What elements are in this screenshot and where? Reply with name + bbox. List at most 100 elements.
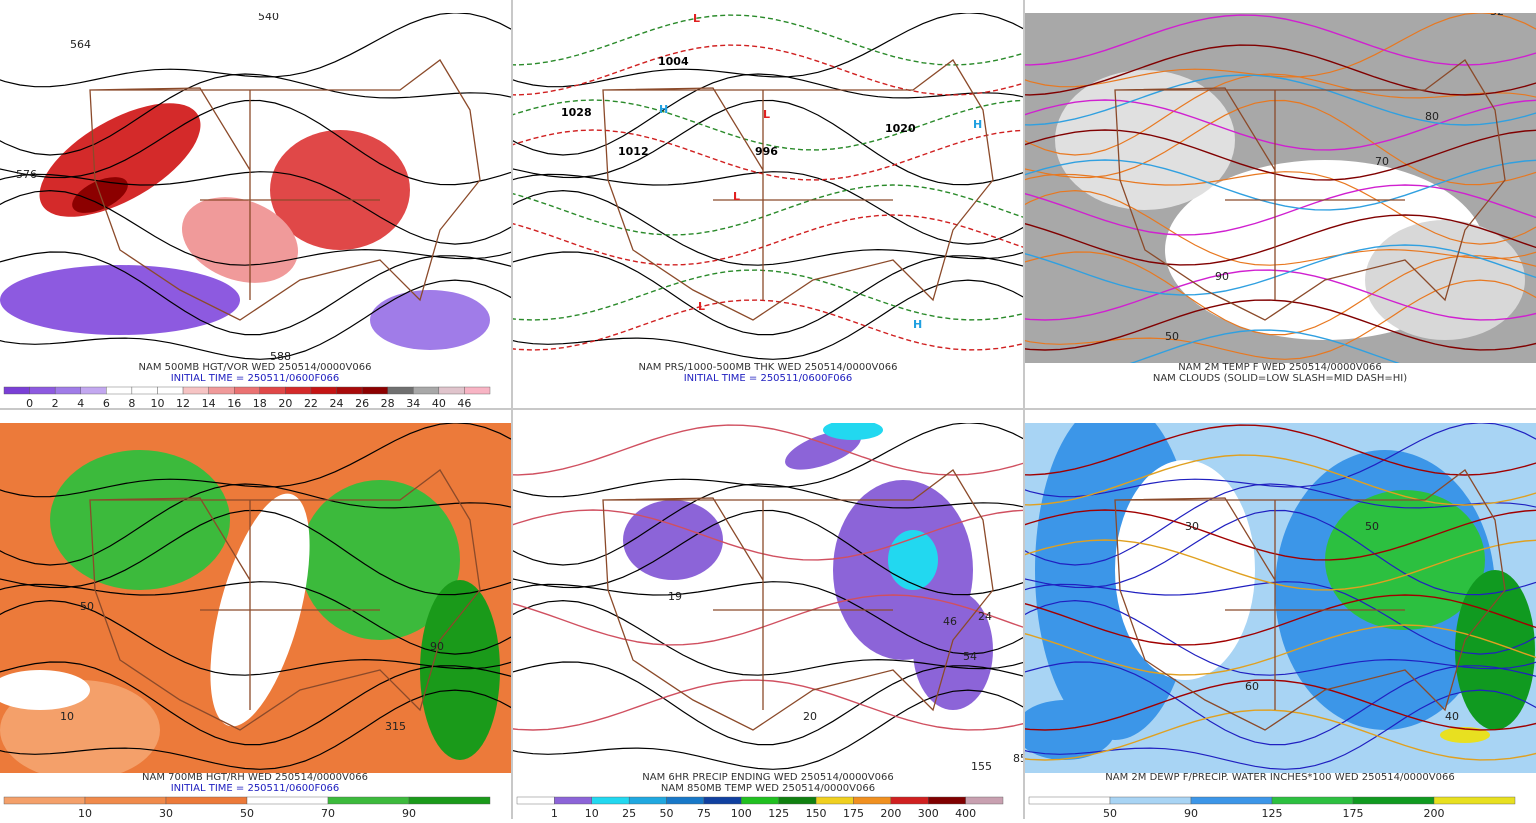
legend-label: 50 xyxy=(240,807,254,819)
map-label: 80 xyxy=(1425,110,1439,123)
map-label: L xyxy=(698,300,705,313)
map-label: 576 xyxy=(16,168,37,181)
legend-label: 24 xyxy=(330,397,344,409)
map-label: 1012 xyxy=(618,145,649,158)
contour xyxy=(1025,99,1536,151)
map: 19 46 54 24 85 155 20 xyxy=(513,423,1024,773)
legend-swatch xyxy=(327,796,410,805)
legend-swatch xyxy=(1028,796,1111,805)
contour xyxy=(513,581,1024,655)
contour xyxy=(1025,171,1536,245)
field-area xyxy=(39,103,201,217)
contour xyxy=(1025,269,1536,321)
contour xyxy=(513,13,1024,88)
border xyxy=(602,469,994,731)
contour xyxy=(1025,423,1536,498)
panel: 80 90 32 70 50 NAM 2M TEMP F WED 250514/0000V… xyxy=(1025,0,1536,409)
field-area xyxy=(913,590,993,710)
contour xyxy=(513,251,1024,336)
contour xyxy=(513,483,1024,566)
contour xyxy=(513,509,1024,596)
legend-label: 6 xyxy=(103,397,110,409)
legend-swatch xyxy=(131,386,158,395)
map-label: H xyxy=(659,103,668,116)
panel-svg: L L L L H H H 1028 1012 1004 996 1020 NAM PRS/1000-5… xyxy=(513,13,1024,384)
legend-swatch xyxy=(928,796,966,805)
legend-swatch xyxy=(778,796,817,805)
caption: NAM CLOUDS (SOLID=LOW SLASH=MID DASH=HI) xyxy=(1153,373,1407,384)
contour xyxy=(513,44,1024,96)
legend-swatch xyxy=(387,386,414,395)
legend-label: 75 xyxy=(697,807,711,819)
legend-swatch xyxy=(80,386,107,395)
map: L L L L H H H 1028 1012 1004 996 1020 xyxy=(513,13,1024,363)
field-area xyxy=(1325,490,1485,630)
map-label: 588 xyxy=(270,350,291,363)
field-area xyxy=(1365,220,1525,340)
contour xyxy=(1025,424,1536,476)
contour xyxy=(0,279,511,360)
contour xyxy=(1025,709,1536,761)
legend-swatch xyxy=(1109,796,1192,805)
contour xyxy=(1025,74,1536,126)
legend-label: 150 xyxy=(806,807,827,819)
field-area xyxy=(1025,700,1115,760)
field-area xyxy=(370,290,490,350)
legend-swatch xyxy=(285,386,312,395)
legend-label: 14 xyxy=(202,397,216,409)
legend-swatch xyxy=(464,386,491,395)
legend-swatch xyxy=(246,796,329,805)
contour xyxy=(0,189,511,266)
contour xyxy=(513,661,1024,746)
map-label: 10 xyxy=(60,710,74,723)
contour xyxy=(1025,189,1536,266)
map-label: 90 xyxy=(430,640,444,653)
contour xyxy=(513,129,1024,181)
contour xyxy=(0,483,511,566)
legend-label: 70 xyxy=(321,807,335,819)
contour xyxy=(0,689,511,770)
legend-label: 0 xyxy=(26,397,33,409)
legend-label: 20 xyxy=(278,397,292,409)
border xyxy=(89,59,481,321)
map-label: 30 xyxy=(1185,520,1199,533)
legend-swatch xyxy=(3,796,86,805)
caption: INITIAL TIME = 250511/0600F066 xyxy=(171,783,340,794)
contour xyxy=(0,251,511,336)
legend-label: 46 xyxy=(457,397,471,409)
contour xyxy=(513,299,1024,351)
contour xyxy=(1025,599,1536,676)
contour xyxy=(0,423,511,498)
legend-swatch xyxy=(3,386,30,395)
legend-swatch xyxy=(815,796,854,805)
map-label: 24 xyxy=(978,610,992,623)
contour xyxy=(1025,251,1536,336)
contour xyxy=(1025,594,1536,646)
contour xyxy=(513,279,1024,360)
map-label: 996 xyxy=(755,145,778,158)
map-label: 564 xyxy=(70,38,91,51)
border xyxy=(602,59,994,321)
legend-swatch xyxy=(182,386,209,395)
legend-swatch xyxy=(1190,796,1273,805)
contour xyxy=(0,509,511,596)
contour xyxy=(1025,159,1536,211)
map-label: H xyxy=(913,318,922,331)
legend-swatch xyxy=(965,796,1004,805)
caption: INITIAL TIME = 250511/0600F066 xyxy=(171,373,340,384)
contour xyxy=(513,599,1024,676)
field-area xyxy=(1055,70,1235,210)
contour xyxy=(1025,624,1536,676)
legend-swatch xyxy=(106,386,133,395)
field-area xyxy=(888,530,938,590)
contour xyxy=(0,13,511,88)
legend-label: 40 xyxy=(432,397,446,409)
field-area xyxy=(823,423,883,440)
contour xyxy=(0,99,511,186)
field-area xyxy=(300,480,460,640)
legend-swatch xyxy=(1271,796,1354,805)
legend-swatch xyxy=(438,386,465,395)
contour xyxy=(1025,99,1536,186)
map-label: 19 xyxy=(668,590,682,603)
contour xyxy=(513,509,1024,561)
